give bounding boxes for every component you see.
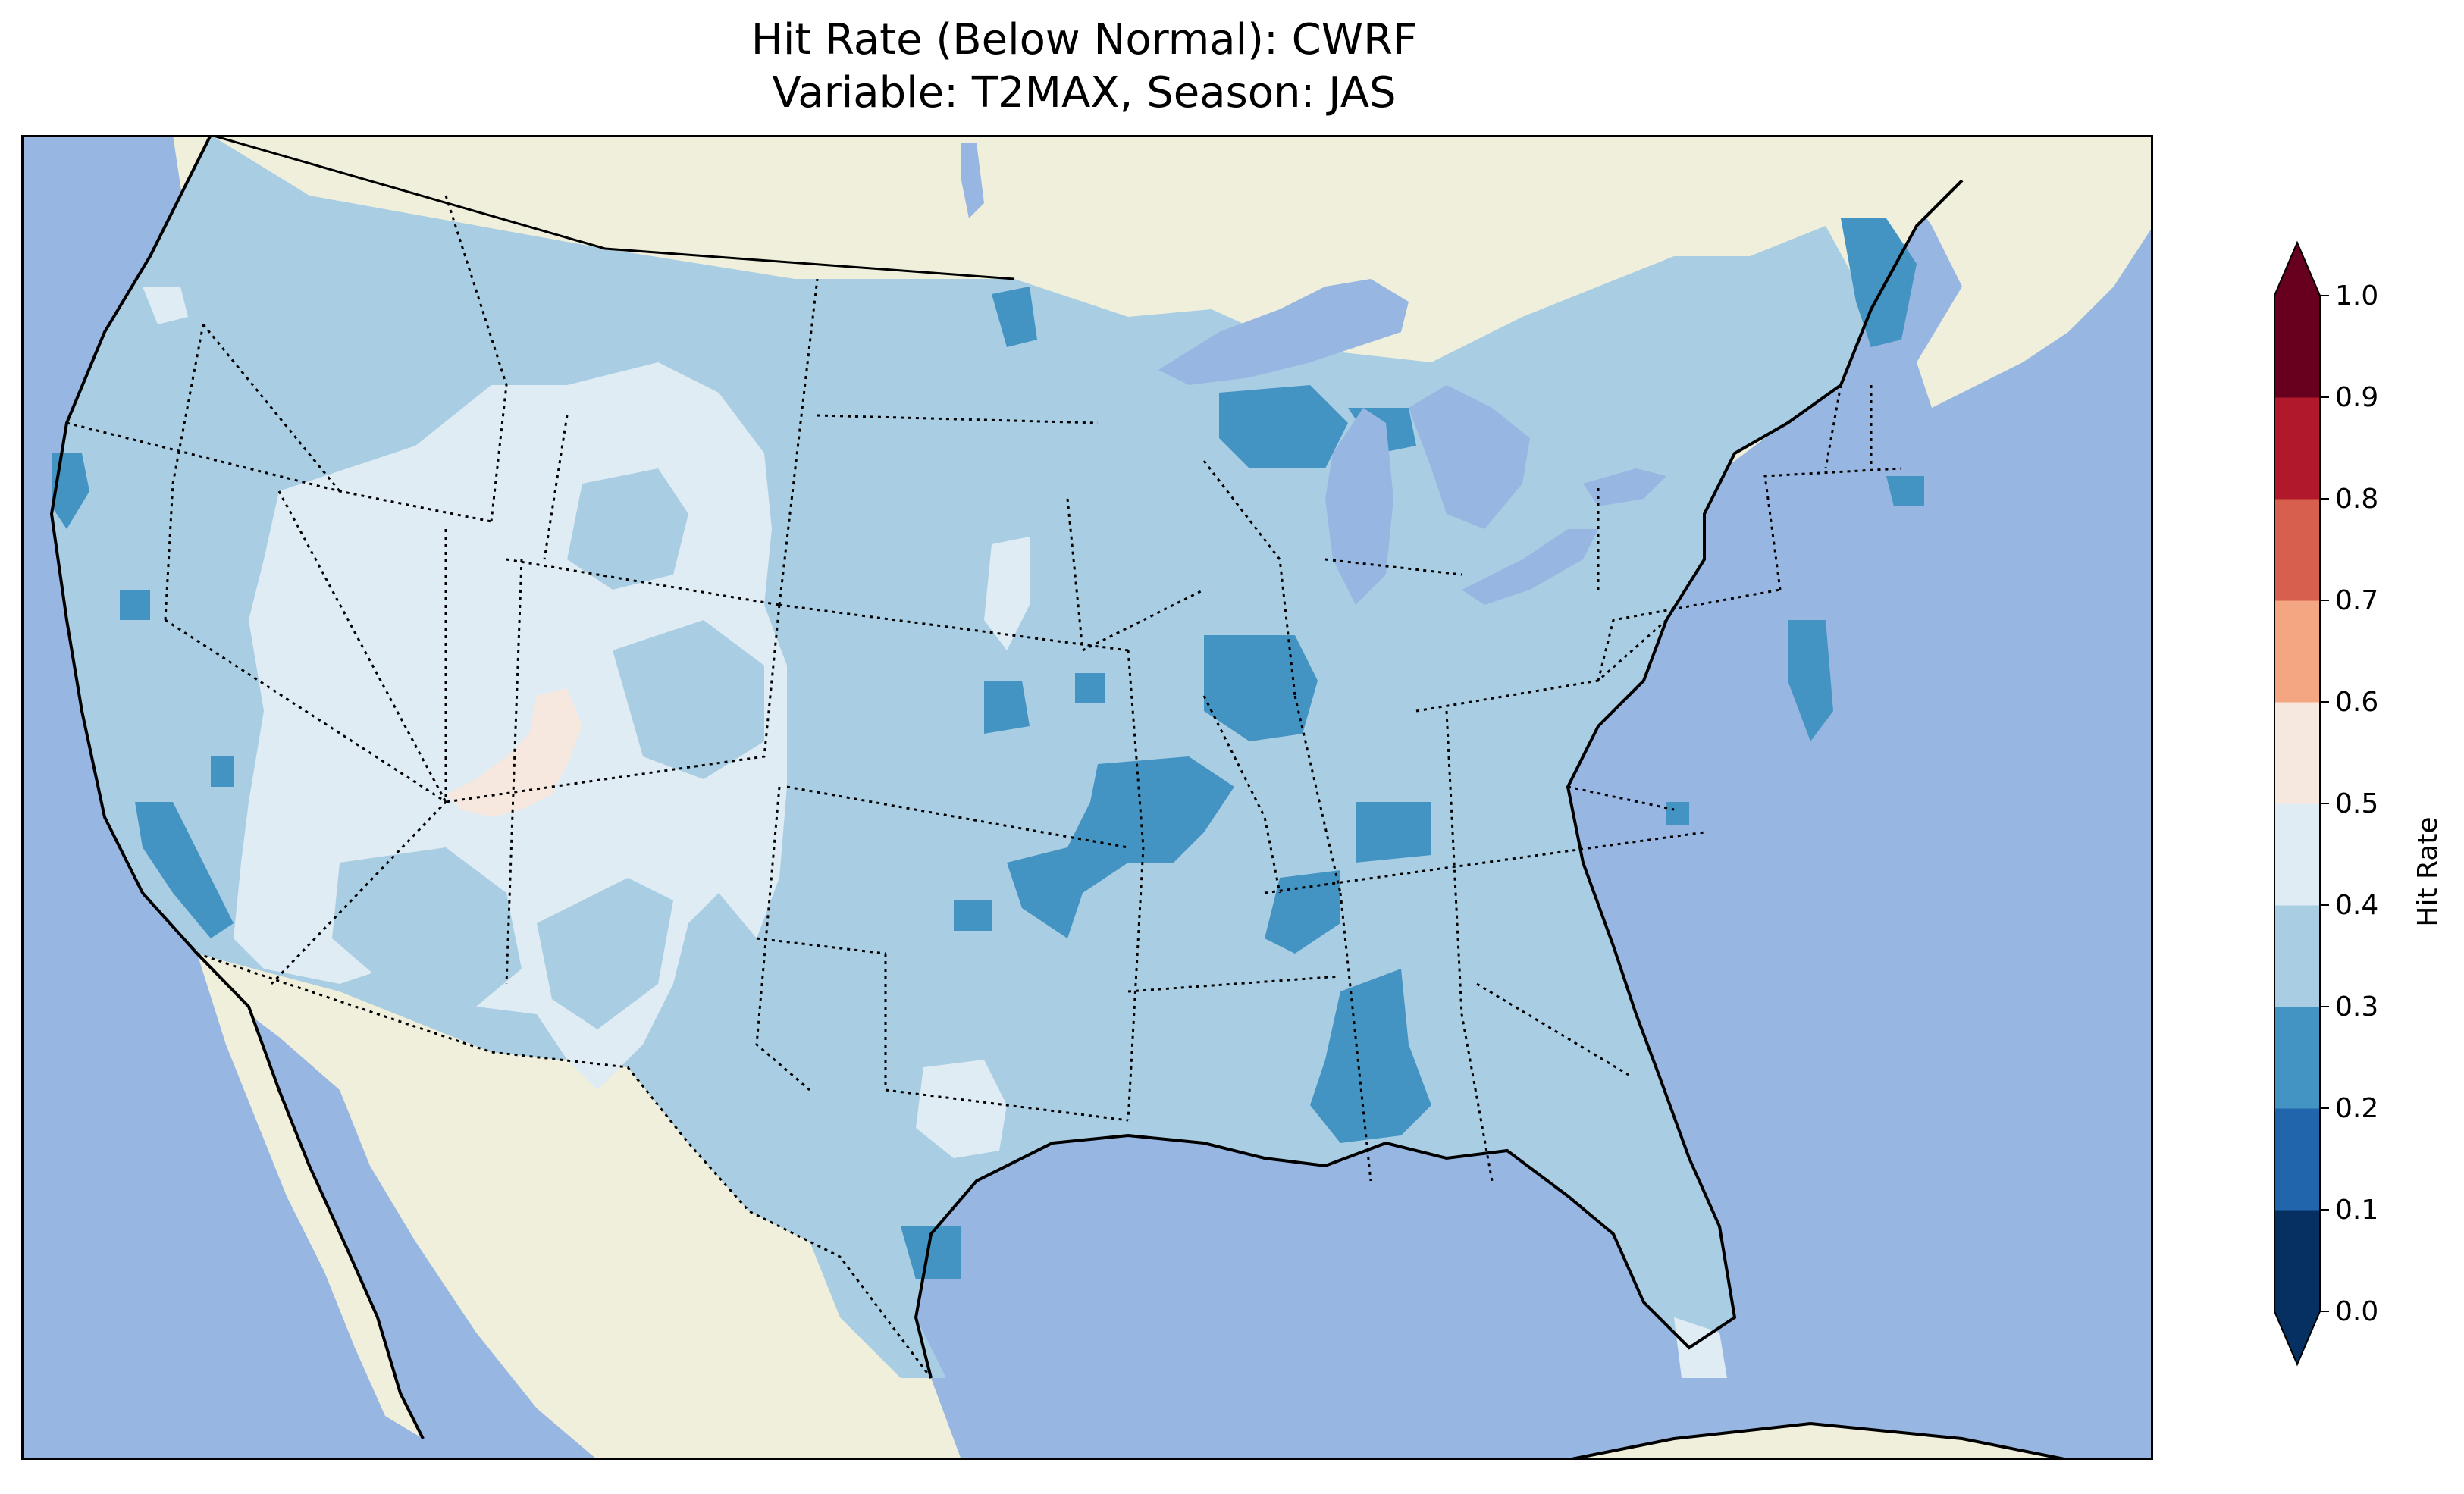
- patch-mo-ar: [1007, 756, 1234, 938]
- region-0.4-0.5-nd: [984, 537, 1030, 650]
- patch-ky: [1356, 802, 1431, 863]
- region-0.3-0.4-utah: [567, 468, 688, 590]
- lake-michigan: [1325, 408, 1393, 605]
- patch-nc: [1666, 802, 1689, 825]
- colorbar-bin-8: [2274, 397, 2320, 500]
- lake-winnipeg: [961, 143, 984, 218]
- land-cuba: [1568, 1424, 2068, 1460]
- colorbar-tick-label: 0.4: [2335, 890, 2378, 921]
- region-0.3-0.4-nm: [537, 878, 673, 1029]
- patch-ca-mid: [120, 590, 150, 620]
- title-line-1: Hit Rate (Below Normal): CWRF: [751, 15, 1418, 64]
- region-0.4-0.5-texas: [916, 1060, 1007, 1158]
- lake-ontario: [1583, 468, 1666, 506]
- colorbar-tick-label: 0.8: [2335, 484, 2378, 515]
- colorbar-bin-1: [2274, 1108, 2320, 1211]
- border-us-canada: [210, 135, 1015, 280]
- colorbar-tick-label: 0.5: [2335, 788, 2378, 819]
- region-0.4-0.5-wa: [143, 287, 188, 324]
- colorbar-bin-3: [2274, 905, 2320, 1007]
- patch-delaware: [1788, 620, 1833, 741]
- region-0.3-0.4-co: [613, 620, 764, 779]
- colorbar-tick-label: 0.2: [2335, 1093, 2378, 1124]
- patch-ca-south: [135, 802, 234, 938]
- colorbar-tick-label: 1.0: [2335, 280, 2378, 312]
- patch-tx-south: [901, 1226, 961, 1279]
- colorbar-tick-label: 0.3: [2335, 991, 2378, 1023]
- patch-ca-inland: [211, 756, 234, 787]
- patch-maine: [1841, 218, 1917, 347]
- land-canada-east: [1871, 135, 2153, 408]
- patch-ne-ia: [1075, 673, 1105, 703]
- great-lakes: [961, 143, 1666, 605]
- coastlines: [49, 135, 2069, 1460]
- lake-huron: [1409, 385, 1530, 529]
- map-frame: [21, 135, 2153, 1460]
- colorbar-bin-2: [2274, 1007, 2320, 1109]
- colorbar-extend-min: [2274, 1311, 2320, 1364]
- patch-wi: [1219, 385, 1348, 468]
- patch-nd: [992, 287, 1037, 347]
- state-borders: [66, 195, 1902, 1182]
- lake-superior: [1158, 279, 1409, 385]
- border-us-mexico: [196, 952, 933, 1379]
- border-nv-ca: [165, 619, 448, 985]
- patch-al-ms: [1310, 969, 1431, 1143]
- patch-il: [1204, 635, 1318, 741]
- colorbar-bin-9: [2274, 296, 2320, 398]
- patch-ca-north: [52, 453, 89, 529]
- colorbar-tick-label: 0.1: [2335, 1195, 2378, 1226]
- map-panel: [21, 135, 2153, 1460]
- colorbar-tick-label: 0.6: [2335, 687, 2378, 718]
- region-0.3-0.4-az: [332, 847, 522, 1007]
- land-mexico: [197, 954, 961, 1460]
- colorbar-extend-max: [2274, 243, 2320, 296]
- colorbar: 0.0 0.1 0.2 0.3 0.4 0.5 0.6 0.7 0.8 0.9 1.0 Hit Ra…: [2274, 240, 2444, 1367]
- title-line-2: Variable: T2MAX, Season: JAS: [772, 68, 1397, 117]
- land-baja: [197, 954, 423, 1439]
- colorbar-tick-label: 0.0: [2335, 1296, 2378, 1327]
- patch-ok: [954, 900, 992, 931]
- colorbar-tick-label: 0.7: [2335, 585, 2378, 616]
- colorbar-bin-4: [2274, 803, 2320, 906]
- colorbar-ticks: 0.0 0.1 0.2 0.3 0.4 0.5 0.6 0.7 0.8 0.9 1.0: [2320, 280, 2378, 1327]
- colorbar-bin-0: [2274, 1210, 2320, 1312]
- colorbar-bins: [2274, 240, 2321, 1367]
- patch-ma: [1886, 476, 1924, 506]
- patch-ks: [984, 681, 1030, 734]
- colorbar-bin-5: [2274, 702, 2320, 804]
- region-0.5-0.6-fourcorners: [446, 688, 582, 817]
- patch-tn: [1265, 870, 1340, 954]
- colorbar-bin-7: [2274, 499, 2320, 601]
- colorbar-label: Hit Rate: [2412, 816, 2444, 926]
- colorbar-bin-6: [2274, 600, 2320, 703]
- colorbar-tick-label: 0.9: [2335, 382, 2378, 413]
- lake-erie: [1462, 529, 1598, 605]
